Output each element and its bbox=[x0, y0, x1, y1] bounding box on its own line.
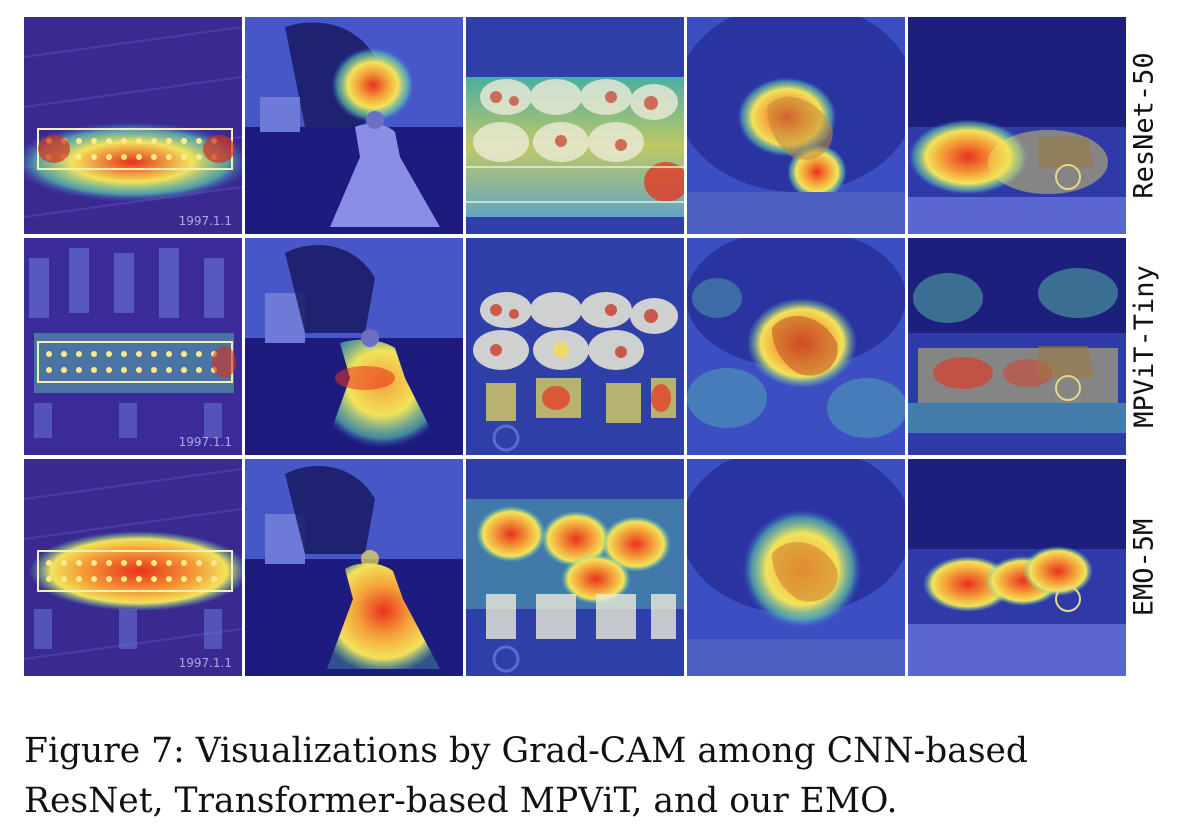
row-label-emo: EMO-5M bbox=[1128, 518, 1160, 617]
heatmap-cart-mpvit bbox=[908, 238, 1126, 455]
heatmap-bird-resnet bbox=[687, 17, 905, 234]
gradcam-figure: 1997.1.1 bbox=[24, 17, 1126, 676]
heatmap-bird-emo bbox=[687, 459, 905, 676]
date-stamp: 1997.1.1 bbox=[178, 435, 232, 449]
heatmap-bird-mpvit bbox=[687, 238, 905, 455]
heatmap-cart-emo bbox=[908, 459, 1126, 676]
row-label-wrapper-resnet: ResNet-50 bbox=[1119, 17, 1169, 234]
heatmap-fruit-bowls-resnet bbox=[466, 17, 684, 234]
heatmap-woman-resnet bbox=[245, 17, 463, 234]
row-label-wrapper-emo: EMO-5M bbox=[1119, 459, 1169, 676]
date-stamp: 1997.1.1 bbox=[178, 214, 232, 228]
row-label-mpvit: MPViT-Tiny bbox=[1128, 265, 1160, 428]
heatmap-abacus-emo: 1997.1.1 bbox=[24, 459, 242, 676]
gradcam-grid: 1997.1.1 bbox=[24, 17, 1126, 676]
row-label-resnet: ResNet-50 bbox=[1128, 52, 1160, 199]
row-label-wrapper-mpvit: MPViT-Tiny bbox=[1119, 238, 1169, 455]
heatmap-cart-resnet bbox=[908, 17, 1126, 234]
heatmap-abacus-mpvit: 1997.1.1 bbox=[24, 238, 242, 455]
heatmap-abacus-resnet: 1997.1.1 bbox=[24, 17, 242, 234]
heatmap-fruit-bowls-emo bbox=[466, 459, 684, 676]
date-stamp: 1997.1.1 bbox=[178, 656, 232, 670]
figure-caption: Figure 7: Visualizations by Grad-CAM amo… bbox=[24, 731, 1029, 821]
heatmap-fruit-bowls-mpvit bbox=[466, 238, 684, 455]
heatmap-woman-emo bbox=[245, 459, 463, 676]
heatmap-woman-mpvit bbox=[245, 238, 463, 455]
